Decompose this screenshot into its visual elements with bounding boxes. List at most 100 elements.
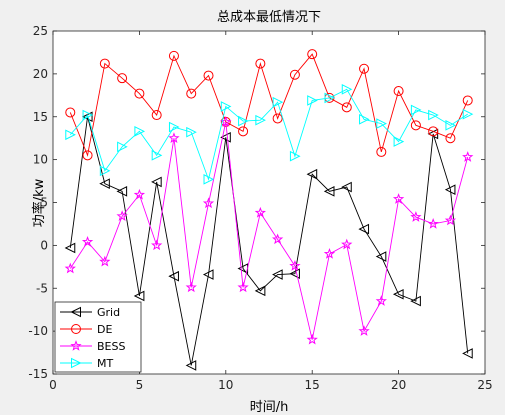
legend-label-bess: BESS — [97, 340, 125, 353]
data-point-mt — [99, 165, 111, 177]
axes-frame — [52, 30, 486, 375]
data-point-bess — [81, 236, 94, 247]
data-point-grid — [375, 251, 387, 262]
data-point-de — [462, 95, 473, 106]
legend-label-de: DE — [97, 323, 112, 336]
data-point-grid — [64, 242, 76, 254]
data-point-grid — [306, 168, 318, 180]
data-point-bess — [358, 325, 370, 336]
x-tick-label: 25 — [477, 378, 492, 392]
data-point-mt — [272, 96, 284, 108]
series-mt — [65, 84, 474, 185]
data-point-mt — [203, 174, 215, 185]
data-point-bess — [272, 233, 284, 245]
legend-label-grid: Grid — [97, 306, 120, 319]
x-axis-label: 时间/h — [250, 400, 289, 415]
data-point-de — [82, 150, 93, 161]
data-point-mt — [376, 118, 387, 129]
series-grid — [64, 111, 473, 371]
plot-area — [64, 49, 474, 371]
data-point-bess — [202, 197, 215, 209]
data-point-mt — [341, 84, 353, 95]
data-point-grid — [410, 295, 421, 307]
data-point-mt — [168, 121, 180, 133]
data-point-de — [341, 102, 352, 113]
series-line-de — [69, 53, 469, 157]
data-point-de — [307, 49, 318, 60]
y-tick-label: 10 — [33, 153, 48, 167]
data-point-mt — [238, 115, 249, 127]
data-point-bess — [427, 218, 439, 229]
y-tick-label: -15 — [28, 367, 48, 381]
y-tick-label: 20 — [33, 67, 48, 81]
data-point-de — [151, 110, 162, 121]
chart-title: 总成本最低情况下 — [217, 10, 321, 25]
data-point-mt — [393, 136, 405, 147]
y-tick-label: 0 — [40, 238, 48, 252]
x-tick-label: 15 — [305, 378, 320, 392]
data-point-de — [168, 50, 179, 61]
data-point-de — [117, 73, 128, 84]
data-point-de — [186, 88, 197, 99]
legend-box — [54, 301, 142, 373]
data-point-bess — [64, 262, 76, 274]
data-point-bess — [289, 260, 301, 271]
data-point-grid — [323, 186, 335, 197]
data-point-bess — [444, 214, 457, 226]
data-point-mt — [117, 141, 128, 153]
data-point-grid — [116, 186, 128, 197]
data-point-de — [272, 113, 283, 124]
data-point-grid — [185, 360, 197, 371]
y-tick-label: -10 — [28, 324, 48, 338]
data-point-mt — [462, 108, 474, 120]
data-point-de — [289, 69, 300, 80]
data-point-grid — [289, 268, 300, 279]
data-point-bess — [375, 295, 387, 306]
data-point-bess — [185, 281, 197, 293]
data-point-de — [445, 133, 456, 144]
data-point-bess — [99, 255, 111, 267]
legend-marker-bess — [70, 340, 82, 351]
y-tick-label: 25 — [33, 24, 48, 38]
data-point-bess — [116, 210, 128, 222]
data-point-de — [65, 107, 76, 118]
data-point-grid — [202, 269, 214, 280]
data-point-bess — [462, 151, 474, 162]
data-point-de — [376, 146, 387, 157]
data-point-mt — [445, 120, 457, 131]
data-point-grid — [151, 176, 162, 188]
data-point-bess — [151, 239, 163, 251]
legend-label-mt: MT — [97, 357, 113, 370]
data-point-mt — [220, 101, 232, 112]
data-point-mt — [186, 126, 197, 138]
data-point-grid — [272, 269, 283, 280]
y-tick-label: 15 — [33, 110, 48, 124]
data-point-grid — [168, 270, 179, 282]
data-point-bess — [410, 211, 422, 222]
data-point-bess — [168, 132, 180, 143]
data-point-bess — [254, 206, 266, 218]
data-point-bess — [133, 188, 146, 200]
series-line-grid — [69, 116, 469, 366]
data-point-mt — [255, 114, 266, 126]
legend-marker-grid — [70, 306, 81, 318]
legend-marker-mt — [71, 357, 82, 369]
data-point-mt — [134, 126, 146, 137]
data-point-grid — [99, 178, 110, 189]
data-point-mt — [324, 92, 336, 104]
data-point-bess — [341, 238, 353, 250]
data-point-grid — [462, 348, 473, 359]
data-point-mt — [428, 109, 439, 121]
data-point-de — [255, 58, 266, 69]
series-line-mt — [69, 88, 468, 181]
data-point-mt — [65, 129, 76, 141]
data-point-de — [393, 86, 404, 97]
data-point-grid — [254, 285, 266, 297]
x-tick-label: 20 — [391, 378, 406, 392]
x-tick-label: 5 — [136, 378, 144, 392]
y-tick-label: -5 — [36, 281, 48, 295]
data-point-grid — [392, 288, 404, 300]
data-point-de — [203, 70, 214, 81]
data-point-grid — [220, 132, 231, 143]
